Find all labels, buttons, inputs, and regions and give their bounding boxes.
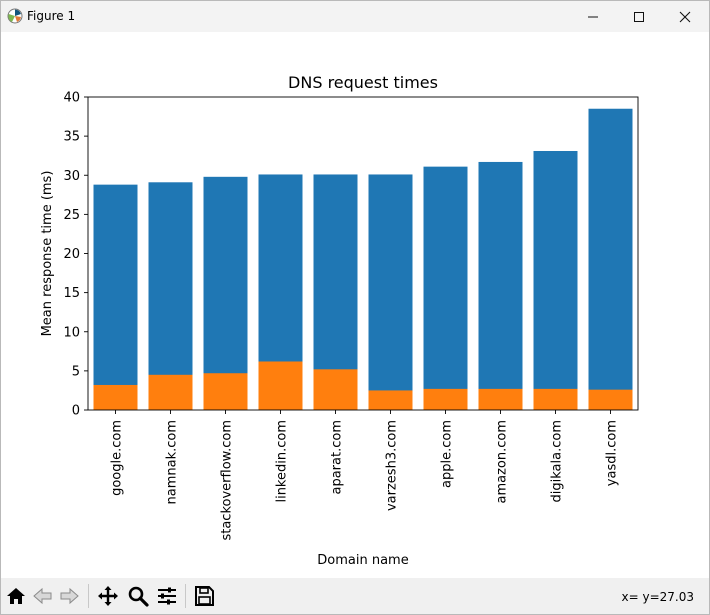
bar-total-varzesh3.com [368,174,413,410]
forward-button[interactable] [57,584,81,608]
close-button[interactable] [662,1,708,32]
matplotlib-app-icon [7,8,23,24]
subplots-icon [158,587,176,605]
y-tick-label: 0 [72,404,80,419]
bar-total-amazon.com [478,161,523,410]
x-tick-label: stackoverflow.com [220,420,235,541]
bar-part-linkedin.com [258,361,303,410]
back-icon [33,587,52,605]
bar-part-digikala.com [533,388,578,410]
navigation-toolbar: x= y=27.03 [1,578,709,614]
x-axis-label: Domain name [317,553,408,568]
pan-icon [98,586,118,606]
y-tick-label: 30 [63,169,80,184]
bar-total-google.com [93,184,138,410]
toolbar-separator [88,584,89,608]
maximize-icon [634,11,644,22]
title-bar[interactable]: Figure 1 [1,1,709,32]
bar-part-yasdl.com [588,389,633,410]
x-tick-label: digikala.com [550,420,565,502]
bar-part-stackoverflow.com [203,373,248,410]
bar-chart: 0 5 10 15 20 25 30 35 40 google.com namnak.com stac… [40,73,639,568]
figure-canvas[interactable]: 0 5 10 15 20 25 30 35 40 google.com namnak.com stac… [1,32,709,578]
bar-part-apple.com [423,388,468,410]
save-button[interactable] [192,584,216,608]
minimize-icon [588,16,598,17]
x-tick-label: amazon.com [495,420,510,504]
x-tick-label: linkedin.com [275,420,290,503]
x-tick-label: apple.com [440,420,455,488]
x-tick-label: aparat.com [330,420,345,495]
bar-total-namnak.com [148,182,193,410]
forward-icon [60,587,79,605]
home-icon [7,588,25,604]
x-tick-label: varzesh3.com [385,420,400,511]
x-tick-label: google.com [110,420,125,496]
pan-button[interactable] [96,584,120,608]
y-tick-label: 25 [63,208,80,223]
bar-part-varzesh3.com [368,390,413,410]
bar-total-yasdl.com [588,108,633,411]
subplots-button[interactable] [155,584,179,608]
bar-total-digikala.com [533,150,578,410]
y-tick-label: 15 [63,286,80,301]
close-icon [679,11,691,22]
save-icon [195,586,214,606]
bar-part-aparat.com [313,369,358,410]
y-tick-label: 5 [72,364,80,379]
zoom-button[interactable] [126,584,150,608]
y-tick-label: 20 [63,247,80,262]
y-tick-label: 35 [63,130,80,145]
bar-part-google.com [93,384,138,410]
y-tick-label: 10 [63,325,80,340]
window-title: Figure 1 [27,9,76,23]
chart-title: DNS request times [288,73,438,92]
back-button[interactable] [31,584,55,608]
x-tick-label: yasdl.com [605,420,620,486]
toolbar-separator [185,584,186,608]
maximize-button[interactable] [616,1,662,32]
cursor-coordinates: x= y=27.03 [621,590,694,604]
bar-total-apple.com [423,166,468,410]
home-button[interactable] [4,584,28,608]
x-tick-label: namnak.com [165,420,180,505]
y-tick-label: 40 [63,91,80,106]
bar-total-stackoverflow.com [203,176,248,410]
bar-part-namnak.com [148,374,193,410]
bar-part-amazon.com [478,388,523,410]
minimize-button[interactable] [570,1,616,32]
zoom-icon [128,586,149,607]
y-axis-label: Mean response time (ms) [40,171,55,337]
